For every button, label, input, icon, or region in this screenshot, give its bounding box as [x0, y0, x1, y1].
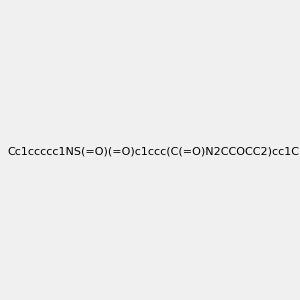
Text: Cc1ccccc1NS(=O)(=O)c1ccc(C(=O)N2CCOCC2)cc1C: Cc1ccccc1NS(=O)(=O)c1ccc(C(=O)N2CCOCC2)c…	[8, 146, 300, 157]
